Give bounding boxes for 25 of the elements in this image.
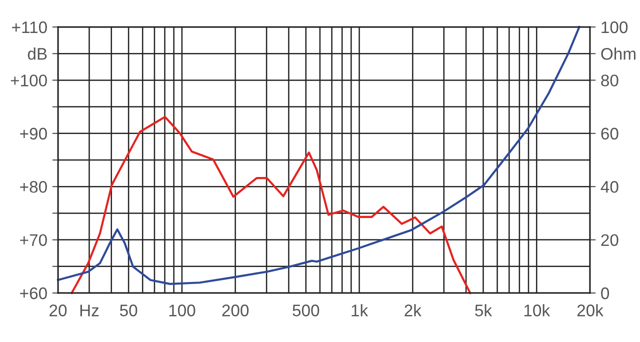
y2-tick-label: 80 xyxy=(601,74,618,86)
x-tick-label: 50 xyxy=(120,304,138,316)
x-tick-label: Hz xyxy=(80,304,99,316)
y2-tick-label: 100 xyxy=(602,21,628,34)
y-tick-label: +90 xyxy=(20,128,47,140)
x-tick-label: 100 xyxy=(169,304,196,316)
x-tick-label: 10k xyxy=(524,304,550,316)
y2-tick-label: 40 xyxy=(600,181,618,193)
y2-tick-label: 20 xyxy=(601,234,618,246)
x-tick-label: 20k xyxy=(577,304,604,316)
y2-tick-label: 0 xyxy=(601,287,610,300)
y-tick-label: +60 xyxy=(20,287,47,300)
x-tick-label: 500 xyxy=(292,304,320,316)
x-tick-label: 200 xyxy=(222,304,249,316)
x-tick-label: 2k xyxy=(404,304,422,316)
y-tick-label: +100 xyxy=(10,74,47,86)
y-tick-label: +80 xyxy=(20,181,47,193)
y-tick-label: dB xyxy=(28,48,47,60)
y2-tick-label: Ohm xyxy=(601,48,636,60)
x-tick-label: 20 xyxy=(50,304,67,316)
x-tick-label: 1k xyxy=(352,304,368,316)
x-tick-label: 5k xyxy=(475,304,492,316)
y-tick-label: +110 xyxy=(12,21,47,34)
y2-tick-label: 60 xyxy=(601,128,618,140)
y-tick-label: +70 xyxy=(20,234,47,246)
